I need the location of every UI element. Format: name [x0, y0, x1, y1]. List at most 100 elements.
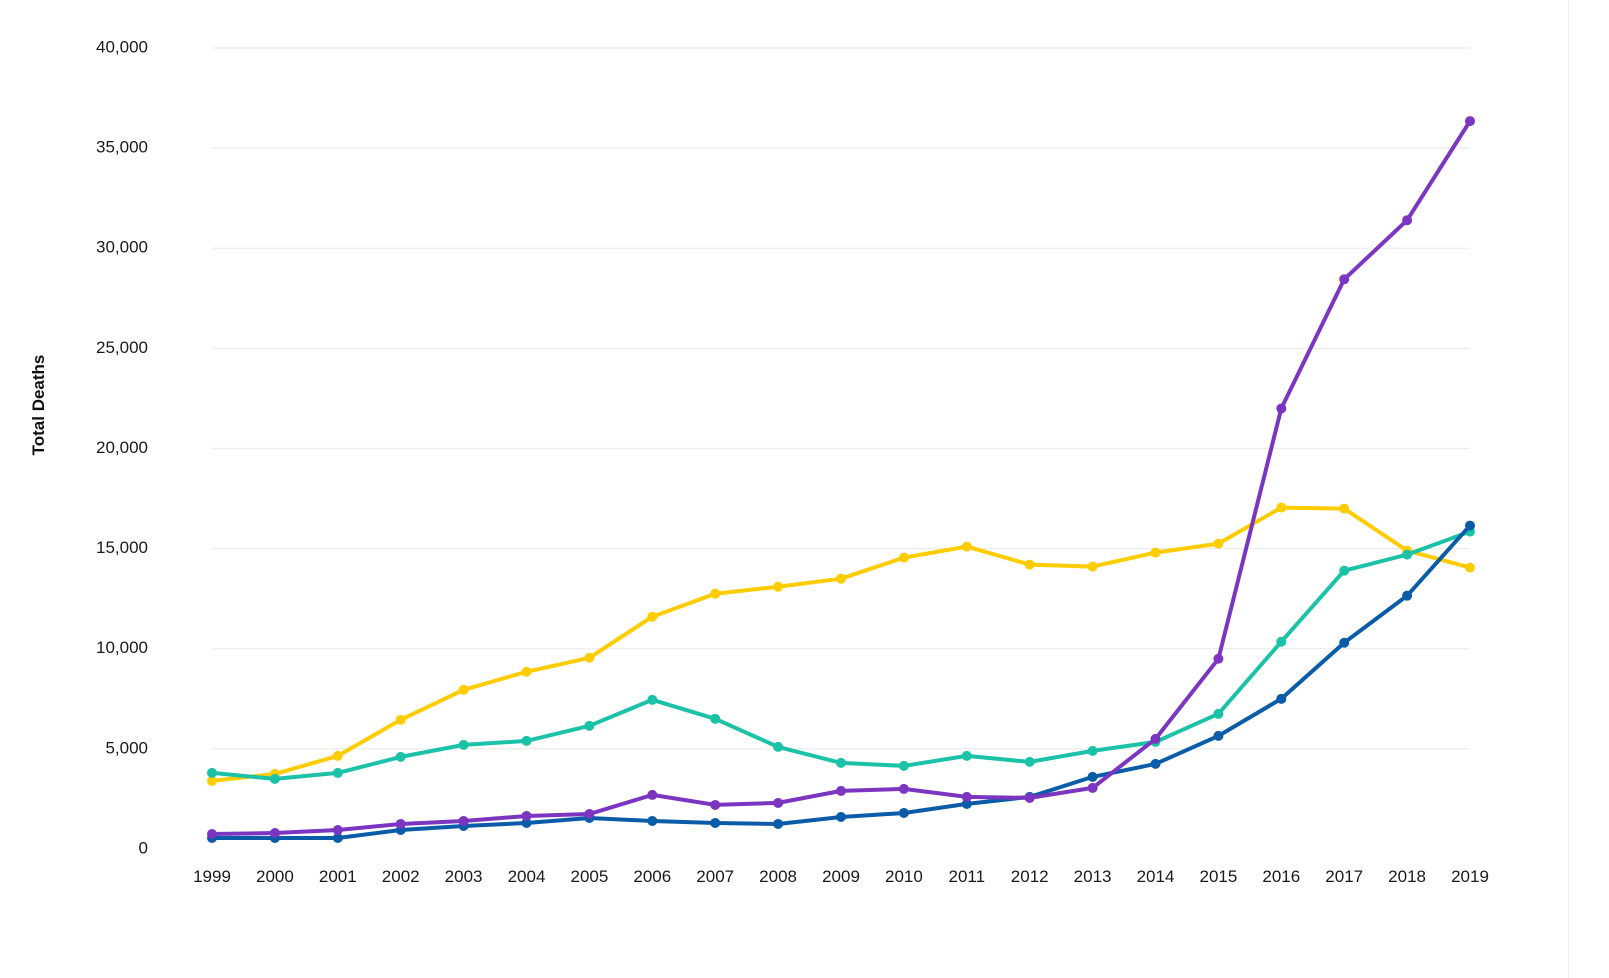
data-point[interactable] — [207, 775, 217, 786]
data-point[interactable] — [836, 785, 846, 796]
x-tick-label: 2005 — [570, 867, 608, 886]
data-point[interactable] — [1402, 215, 1413, 226]
y-tick-label: 25,000 — [96, 338, 148, 357]
data-point[interactable] — [1213, 708, 1224, 719]
data-point[interactable] — [1465, 562, 1475, 573]
data-point[interactable] — [773, 741, 784, 752]
data-point[interactable] — [961, 791, 972, 802]
data-point[interactable] — [207, 828, 217, 839]
data-point[interactable] — [1402, 590, 1413, 601]
data-point[interactable] — [898, 783, 909, 794]
x-tick-label: 2012 — [1011, 867, 1049, 886]
data-point[interactable] — [1087, 745, 1098, 756]
gridlines — [212, 47, 1470, 750]
series-line — [210, 529, 1472, 781]
data-point[interactable] — [647, 611, 658, 622]
x-tick-label: 2004 — [508, 867, 546, 886]
data-point[interactable] — [710, 817, 721, 828]
data-point[interactable] — [836, 757, 846, 768]
data-point[interactable] — [647, 789, 658, 800]
data-point[interactable] — [1213, 538, 1224, 549]
data-point[interactable] — [521, 817, 532, 828]
data-point[interactable] — [1402, 549, 1413, 560]
data-point[interactable] — [898, 807, 909, 818]
x-tick-label: 2003 — [445, 867, 483, 886]
data-point[interactable] — [773, 581, 784, 592]
data-point[interactable] — [1276, 636, 1287, 647]
y-tick-label: 30,000 — [96, 238, 148, 257]
data-point[interactable] — [1024, 559, 1035, 570]
data-point[interactable] — [584, 652, 595, 663]
x-tick-label: 2011 — [949, 867, 986, 886]
data-point[interactable] — [1087, 561, 1098, 572]
data-point[interactable] — [961, 541, 972, 552]
series-2 — [207, 526, 1475, 784]
data-point[interactable] — [1276, 693, 1287, 704]
x-tick-label: 2019 — [1451, 867, 1489, 886]
data-point[interactable] — [836, 573, 846, 584]
x-tick-label: 2006 — [633, 867, 671, 886]
data-point[interactable] — [269, 827, 280, 838]
data-point[interactable] — [332, 824, 343, 835]
data-point[interactable] — [1339, 637, 1350, 648]
data-point[interactable] — [1213, 653, 1224, 664]
y-tick-label: 15,000 — [96, 538, 148, 557]
data-point[interactable] — [647, 694, 658, 705]
data-point[interactable] — [521, 735, 532, 746]
data-point[interactable] — [1150, 758, 1161, 769]
data-point[interactable] — [269, 773, 280, 784]
data-point[interactable] — [332, 832, 343, 843]
x-tick-label: 2016 — [1262, 867, 1300, 886]
data-point[interactable] — [521, 810, 532, 821]
data-point[interactable] — [332, 750, 343, 761]
data-point[interactable] — [1024, 756, 1035, 767]
data-point[interactable] — [898, 760, 909, 771]
series-line — [210, 119, 1472, 836]
x-axis-ticks: 1999 2000 2001 2002 2003 2004 2005 2006 2007 2008… — [193, 867, 1489, 886]
data-point[interactable] — [207, 767, 217, 778]
data-point[interactable] — [395, 751, 406, 762]
x-tick-label: 2018 — [1388, 867, 1426, 886]
data-point[interactable] — [1024, 792, 1035, 803]
data-point[interactable] — [458, 815, 469, 826]
data-point[interactable] — [836, 811, 846, 822]
data-point[interactable] — [395, 818, 406, 829]
series-4 — [207, 116, 1475, 839]
data-point[interactable] — [961, 798, 972, 809]
data-point[interactable] — [961, 750, 972, 761]
series-layer — [207, 116, 1475, 843]
data-point[interactable] — [1276, 403, 1287, 414]
data-point[interactable] — [458, 739, 469, 750]
x-tick-label: 2002 — [382, 867, 420, 886]
data-point[interactable] — [773, 797, 784, 808]
data-point[interactable] — [1339, 503, 1350, 514]
x-tick-label: 2007 — [696, 867, 734, 886]
data-point[interactable] — [1087, 771, 1098, 782]
y-tick-label: 40,000 — [96, 37, 148, 56]
data-point[interactable] — [647, 815, 658, 826]
data-point[interactable] — [395, 714, 406, 725]
x-tick-label: 2001 — [319, 867, 357, 886]
data-point[interactable] — [521, 666, 532, 677]
data-point[interactable] — [332, 767, 343, 778]
data-point[interactable] — [458, 684, 469, 695]
data-point[interactable] — [1276, 502, 1287, 513]
data-point[interactable] — [1465, 520, 1475, 531]
data-point[interactable] — [1465, 116, 1475, 127]
data-point[interactable] — [1339, 274, 1350, 285]
data-point[interactable] — [1213, 730, 1224, 741]
data-point[interactable] — [1087, 782, 1098, 793]
data-point[interactable] — [710, 799, 721, 810]
data-point[interactable] — [584, 808, 595, 819]
x-tick-label: 2009 — [822, 867, 860, 886]
data-point[interactable] — [710, 588, 721, 599]
data-point[interactable] — [584, 720, 595, 731]
data-point[interactable] — [898, 552, 909, 563]
data-point[interactable] — [1150, 547, 1161, 558]
data-point[interactable] — [710, 713, 721, 724]
data-point[interactable] — [1150, 733, 1161, 744]
y-tick-label: 10,000 — [96, 638, 148, 657]
data-point[interactable] — [773, 818, 784, 829]
data-point[interactable] — [1339, 565, 1350, 576]
y-axis-label: Total Deaths — [29, 355, 48, 456]
